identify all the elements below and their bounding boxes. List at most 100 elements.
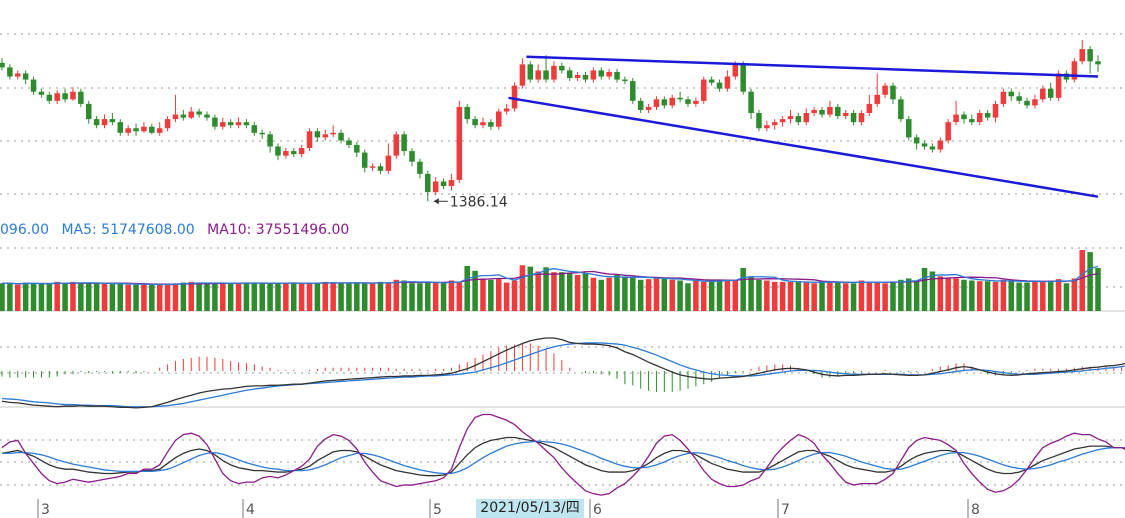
candle-body	[1032, 99, 1038, 106]
candle-body	[283, 151, 289, 156]
candle-body	[196, 111, 202, 115]
volume-bar	[637, 279, 644, 311]
volume-bar	[740, 268, 746, 311]
volume-ma10: MA10: 37551496.00	[207, 222, 350, 238]
candle-body	[1071, 61, 1078, 80]
volume-bar	[669, 279, 675, 311]
volume-bar	[1040, 281, 1046, 311]
volume-ma5-line	[2, 265, 1099, 286]
candle-body	[361, 152, 368, 168]
volume-bar	[480, 278, 486, 311]
candle-body	[243, 122, 250, 126]
volume-bar	[54, 281, 60, 311]
volume-bar	[101, 283, 108, 311]
volume-bar	[322, 281, 329, 311]
volume-bar	[827, 281, 833, 311]
volume-bar	[590, 277, 597, 311]
volume-bar	[109, 283, 116, 311]
volume-bar	[677, 280, 683, 311]
candle-body	[527, 64, 534, 80]
candle-body	[425, 173, 431, 193]
candle-body	[740, 64, 746, 92]
candle-body	[685, 99, 691, 104]
volume-bar	[1071, 278, 1078, 311]
low-arrow-head	[433, 198, 439, 205]
volume-bar	[172, 283, 179, 311]
candle-body	[519, 64, 526, 86]
candle-body	[275, 146, 281, 156]
candle-body	[937, 140, 944, 150]
volume-bar	[953, 278, 959, 311]
volume-bar	[606, 277, 612, 311]
candle-body	[1000, 91, 1007, 104]
candle-body	[543, 70, 549, 80]
candle-body	[409, 151, 415, 162]
candle-body	[432, 181, 439, 193]
candle-body	[1040, 88, 1046, 100]
candle-body	[212, 117, 218, 127]
candle-body	[22, 73, 29, 80]
volume-bar	[842, 283, 849, 311]
kdj-k-line	[1, 436, 1125, 477]
volume-bar	[732, 279, 739, 311]
candle-body	[1016, 96, 1022, 101]
candle-body	[322, 134, 329, 138]
volume-bar	[425, 282, 431, 311]
candle-body	[984, 113, 991, 118]
volume-bar	[409, 283, 415, 311]
candle-body	[590, 70, 597, 80]
candle-body	[314, 131, 321, 138]
candle-body	[1047, 88, 1054, 98]
candle-body	[78, 91, 84, 104]
candle-body	[551, 65, 557, 80]
candle-body	[771, 122, 778, 126]
volume-bar	[929, 271, 936, 311]
volume-bar	[992, 281, 999, 311]
candle-body	[101, 119, 108, 126]
candle-body	[598, 70, 605, 77]
candle-body	[346, 140, 352, 145]
candle-body	[385, 155, 392, 171]
candle-body	[54, 93, 60, 101]
volume-bar	[1000, 279, 1007, 311]
volume-bar	[1024, 282, 1030, 311]
candle-body	[30, 79, 37, 92]
volume-bar	[417, 283, 423, 311]
candle-body	[164, 119, 171, 129]
candle-body	[1008, 91, 1015, 97]
candle-body	[440, 181, 447, 187]
volume-bar	[1008, 280, 1015, 311]
volume-bar	[1016, 282, 1022, 311]
volume-bar	[811, 283, 817, 311]
volume-bar	[850, 283, 857, 311]
volume-bar	[338, 283, 344, 311]
candle-body	[858, 113, 865, 123]
volume-bar	[1079, 250, 1085, 311]
volume-bar	[298, 283, 305, 311]
candle-body	[338, 132, 344, 141]
candle-body	[724, 76, 731, 89]
macd-dif-line	[1, 337, 1125, 409]
candle-body	[227, 122, 234, 126]
candle-body	[15, 73, 21, 77]
candle-body	[582, 74, 589, 80]
candle-body	[38, 91, 45, 95]
volume-bar	[133, 284, 139, 311]
candle-body	[574, 74, 581, 79]
candle-body	[622, 79, 628, 82]
candle-body	[495, 111, 502, 127]
candle-body	[448, 179, 455, 187]
volume-bar	[858, 280, 865, 311]
candle-body	[93, 119, 100, 126]
candle-body	[748, 91, 754, 114]
candle-body	[235, 122, 242, 126]
volume-bar	[196, 283, 202, 311]
volume-bar	[70, 281, 76, 311]
volume-bar	[149, 284, 155, 311]
candle-body	[7, 67, 13, 77]
candle-body	[393, 134, 400, 156]
candle-body	[1079, 49, 1085, 62]
volume-bar	[0, 283, 5, 311]
volume-bar	[700, 281, 707, 311]
